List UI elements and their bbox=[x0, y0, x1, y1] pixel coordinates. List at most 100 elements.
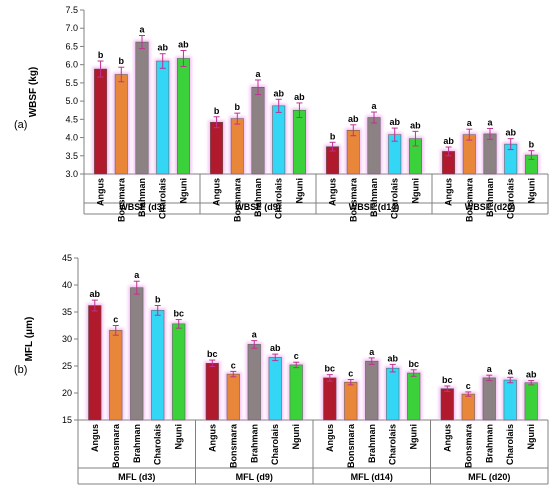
significance-letter: bc bbox=[207, 349, 218, 359]
bar-brahman bbox=[365, 360, 379, 421]
bar-angus bbox=[440, 388, 454, 421]
significance-letter: c bbox=[231, 360, 236, 370]
panel-a: (a)WBSF (kg) 3.0 3.5 4.0 4.5 5.0 5.5 6.0 6.5 7.0 7… bbox=[14, 5, 549, 222]
significance-letter: ab bbox=[389, 117, 400, 127]
category-label: Charolais bbox=[506, 178, 516, 219]
category-label: Nguni bbox=[409, 424, 419, 450]
bar-angus bbox=[205, 363, 219, 421]
bar-charolais bbox=[156, 60, 170, 175]
bar-brahman bbox=[135, 41, 149, 175]
significance-letter: ab bbox=[526, 370, 537, 380]
significance-letter: ab bbox=[410, 120, 421, 130]
significance-letter: c bbox=[466, 381, 471, 391]
y-tick-label: 45 bbox=[62, 253, 72, 263]
significance-letter: b bbox=[330, 131, 336, 141]
y-axis-label: MFL (μm) bbox=[24, 317, 35, 362]
y-tick-label: 7.5 bbox=[65, 5, 78, 15]
category-label: Angus bbox=[90, 424, 100, 452]
bar-nguni bbox=[289, 364, 303, 421]
bar-nguni bbox=[176, 58, 190, 175]
bar-brahman bbox=[367, 117, 381, 175]
category-label: Bonsmara bbox=[111, 423, 121, 468]
significance-letter: a bbox=[487, 117, 493, 127]
bar-charolais bbox=[268, 357, 282, 421]
y-tick-label: 40 bbox=[62, 280, 72, 290]
bar-charolais bbox=[272, 105, 286, 175]
significance-letter: c bbox=[113, 315, 118, 325]
panel-label: (b) bbox=[14, 364, 27, 376]
bar-nguni bbox=[524, 382, 538, 421]
y-tick-label: 4.5 bbox=[65, 114, 78, 124]
category-label: Angus bbox=[325, 424, 335, 452]
category-label: Nguni bbox=[410, 178, 420, 204]
category-label: Nguni bbox=[526, 424, 536, 450]
group-label: MFL (d20) bbox=[468, 472, 510, 482]
significance-letter: b bbox=[235, 102, 241, 112]
significance-letter: b bbox=[529, 140, 535, 150]
y-axis-label: WBSF (kg) bbox=[28, 67, 39, 118]
category-label: Brahman bbox=[367, 424, 377, 463]
category-label: Brahman bbox=[132, 424, 142, 463]
category-label: Nguni bbox=[526, 178, 536, 204]
y-tick-label: 5.5 bbox=[65, 78, 78, 88]
significance-letter: bc bbox=[325, 364, 336, 374]
bar-brahman bbox=[483, 133, 497, 175]
category-label: Angus bbox=[96, 178, 106, 206]
significance-letter: b bbox=[98, 50, 104, 60]
significance-letter: a bbox=[255, 69, 261, 79]
category-label: Bonsmara bbox=[346, 423, 356, 468]
y-tick-label: 3.0 bbox=[65, 169, 78, 179]
bar-bonsmara bbox=[230, 118, 244, 175]
category-label: Nguni bbox=[294, 178, 304, 204]
y-tick-label: 6.5 bbox=[65, 41, 78, 51]
group-label: WBSF (d3) bbox=[119, 202, 165, 212]
group-label: MFL (d14) bbox=[351, 472, 393, 482]
y-tick-label: 3.5 bbox=[65, 151, 78, 161]
category-label: Charolais bbox=[153, 424, 163, 465]
group-label: MFL (d9) bbox=[236, 472, 273, 482]
significance-letter: bc bbox=[408, 359, 419, 369]
category-label: Charolais bbox=[158, 178, 168, 219]
panel-label: (a) bbox=[14, 119, 27, 131]
significance-letter: b bbox=[119, 56, 125, 66]
significance-letter: a bbox=[252, 330, 258, 340]
category-label: Angus bbox=[328, 178, 338, 206]
bar-angus bbox=[94, 68, 108, 175]
category-label: Bonsmara bbox=[463, 423, 473, 468]
y-tick-label: 6.0 bbox=[65, 60, 78, 70]
significance-letter: ab bbox=[90, 289, 101, 299]
significance-letter: a bbox=[371, 101, 377, 111]
category-label: Brahman bbox=[369, 178, 379, 217]
significance-letter: c bbox=[294, 351, 299, 361]
bar-nguni bbox=[407, 372, 421, 421]
bar-angus bbox=[210, 121, 224, 175]
significance-letter: ab bbox=[505, 128, 516, 138]
bar-charolais bbox=[386, 367, 400, 421]
bar-bonsmara bbox=[344, 381, 358, 421]
significance-letter: ab bbox=[348, 114, 359, 124]
significance-letter: a bbox=[508, 366, 514, 376]
bar-angus bbox=[88, 305, 102, 421]
category-label: Nguni bbox=[291, 424, 301, 450]
category-label: Nguni bbox=[178, 178, 188, 204]
group-label: WBSF (d9) bbox=[235, 202, 281, 212]
y-tick-label: 30 bbox=[62, 334, 72, 344]
significance-letter: b bbox=[155, 295, 161, 305]
group-label: MFL (d3) bbox=[118, 472, 155, 482]
category-label: Angus bbox=[212, 178, 222, 206]
significance-letter: a bbox=[487, 364, 493, 374]
bar-bonsmara bbox=[109, 330, 123, 421]
significance-letter: ab bbox=[157, 43, 168, 53]
category-label: Charolais bbox=[388, 424, 398, 465]
category-label: Charolais bbox=[274, 178, 284, 219]
bar-bonsmara bbox=[114, 74, 128, 175]
category-label: Bonsmara bbox=[464, 177, 474, 222]
significance-letter: bc bbox=[442, 375, 453, 385]
category-label: Angus bbox=[207, 424, 217, 452]
category-label: Bonsmara bbox=[232, 177, 242, 222]
category-label: Bonsmara bbox=[228, 423, 238, 468]
significance-letter: ab bbox=[443, 136, 454, 146]
bar-brahman bbox=[251, 87, 265, 175]
